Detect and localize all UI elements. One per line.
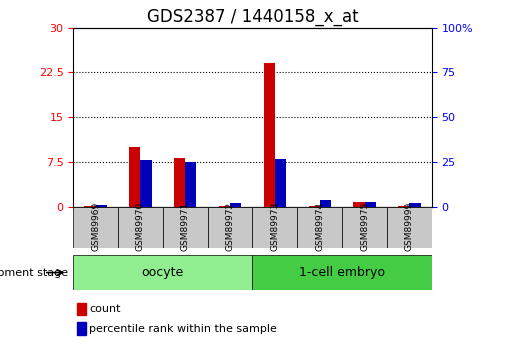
Bar <box>252 255 432 290</box>
Text: GSM89969: GSM89969 <box>91 202 100 252</box>
Text: percentile rank within the sample: percentile rank within the sample <box>89 324 277 334</box>
Text: oocyte: oocyte <box>142 266 184 279</box>
Bar <box>163 207 208 248</box>
Bar <box>342 207 387 248</box>
Bar <box>140 160 152 207</box>
Bar <box>73 207 118 248</box>
Text: 1-cell embryo: 1-cell embryo <box>299 266 385 279</box>
Bar <box>73 255 252 290</box>
Bar <box>387 207 432 248</box>
Bar <box>354 202 365 207</box>
Text: GSM89971: GSM89971 <box>181 202 190 252</box>
Bar <box>77 303 86 315</box>
Bar <box>275 159 286 207</box>
Title: GDS2387 / 1440158_x_at: GDS2387 / 1440158_x_at <box>146 8 359 26</box>
Bar <box>410 203 421 207</box>
Bar <box>297 207 342 248</box>
Bar <box>219 206 230 207</box>
Bar <box>174 158 185 207</box>
Text: GSM89974: GSM89974 <box>315 202 324 252</box>
Bar <box>252 207 297 248</box>
Bar <box>264 63 275 207</box>
Bar <box>398 206 410 207</box>
Bar <box>95 205 107 207</box>
Text: GSM89970: GSM89970 <box>136 202 145 252</box>
Bar <box>129 147 140 207</box>
Bar <box>118 207 163 248</box>
Bar <box>185 162 196 207</box>
Bar <box>320 200 331 207</box>
Text: GSM89972: GSM89972 <box>226 202 235 252</box>
Bar <box>208 207 252 248</box>
Bar <box>309 206 320 207</box>
Text: GSM89999: GSM89999 <box>405 202 414 252</box>
Bar <box>77 322 86 335</box>
Bar <box>84 206 95 207</box>
Bar <box>230 204 241 207</box>
Bar <box>365 201 376 207</box>
Text: GSM89973: GSM89973 <box>270 202 279 252</box>
Text: development stage: development stage <box>0 268 68 277</box>
Text: GSM89975: GSM89975 <box>360 202 369 252</box>
Text: count: count <box>89 304 121 314</box>
